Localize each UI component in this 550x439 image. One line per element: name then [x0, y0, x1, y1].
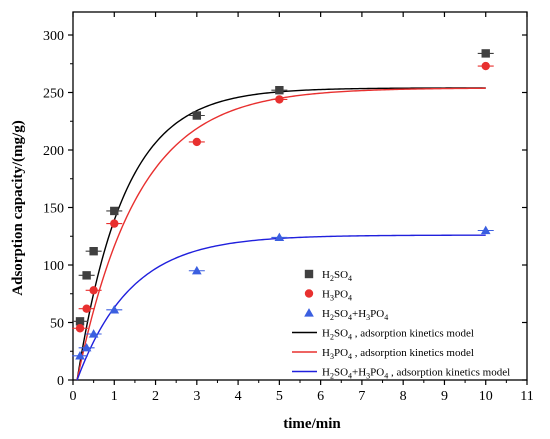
x-tick-label: 7: [358, 389, 365, 404]
legend-subscript: 2: [330, 313, 334, 322]
legend-text-part: SO: [334, 269, 348, 281]
legend-subscript: 4: [384, 313, 388, 322]
data-point: [75, 351, 85, 360]
legend-label: H2SO4+H3PO4 , adsorption kinetics model: [322, 367, 510, 381]
legend-text-part: H: [322, 347, 330, 359]
data-point: [191, 265, 202, 275]
data-point: [274, 232, 285, 242]
legend-text-part: SO: [334, 328, 348, 340]
legend-subscript: 4: [348, 372, 352, 381]
legend-subscript: 2: [330, 333, 334, 342]
data-point: [192, 137, 202, 147]
x-tick-label: 11: [520, 389, 533, 404]
legend-text-part: PO: [334, 347, 348, 359]
data-point: [75, 324, 85, 333]
data-point: [82, 271, 91, 280]
data-point: [275, 95, 284, 104]
legend-subscript: 3: [366, 372, 370, 381]
legend-subscript: 4: [384, 372, 388, 381]
legend-subscript: 4: [348, 313, 352, 322]
legend-marker: [304, 289, 314, 298]
legend-text-part: +H: [352, 367, 366, 379]
data-point: [109, 305, 120, 314]
x-tick-label: 9: [441, 389, 448, 404]
legend-label: H2SO4+H3PO4: [322, 308, 388, 322]
x-tick-label: 3: [193, 389, 200, 404]
y-tick-label: 0: [57, 374, 64, 389]
legend-text-part: , adsorption kinetics model: [352, 347, 474, 359]
x-tick-label: 4: [235, 389, 242, 404]
legend-subscript: 4: [348, 333, 352, 342]
data-point: [275, 86, 284, 95]
data-point: [481, 49, 490, 58]
legend-subscript: 4: [348, 274, 352, 283]
plot-frame: [72, 11, 528, 381]
y-axis-title: Adsorption capacity/(mg/g): [10, 120, 26, 295]
legend-text-part: H: [322, 269, 330, 281]
x-tick-label: 6: [317, 389, 324, 404]
x-tick-label: 2: [152, 389, 159, 404]
legend-text-part: PO: [334, 289, 348, 301]
legend-text-part: H: [322, 367, 330, 379]
legend-label: H2SO4: [322, 269, 352, 283]
x-tick-label: 5: [276, 389, 283, 404]
data-point: [82, 304, 91, 313]
legend-text-part: , adsorption kinetics model: [352, 328, 474, 340]
legend-marker: [304, 269, 314, 279]
data-point: [110, 219, 119, 228]
legend-text-part: , adsorption kinetics model: [388, 367, 510, 379]
data-point: [89, 247, 98, 256]
legend-subscript: 3: [330, 294, 334, 303]
legend-text-part: SO: [334, 308, 348, 320]
legend-subscript: 2: [330, 372, 334, 381]
data-point: [480, 225, 491, 235]
legend-subscript: 3: [330, 352, 334, 361]
legend-text-part: H: [322, 328, 330, 340]
legend-label: H3PO4: [322, 289, 352, 303]
y-tick-label: 100: [43, 259, 64, 274]
legend-label: H2SO4 , adsorption kinetics model: [322, 328, 474, 342]
y-tick-label: 50: [50, 317, 64, 332]
y-tick-label: 150: [43, 202, 64, 217]
y-tick-label: 200: [43, 144, 64, 159]
data-point: [192, 111, 202, 120]
data-point: [110, 206, 119, 216]
legend-text-part: PO: [370, 308, 384, 320]
x-axis-title: time/min: [283, 416, 341, 432]
data-point: [89, 286, 98, 295]
data-point: [81, 342, 92, 352]
x-tick-label: 0: [70, 389, 77, 404]
data-point: [75, 317, 85, 326]
x-tick-label: 8: [400, 389, 407, 404]
legend-subscript: 4: [348, 352, 352, 361]
legend-text-part: H: [322, 308, 330, 320]
data-point: [88, 329, 99, 338]
legend-text-part: SO: [334, 367, 348, 379]
legend-text-part: H: [322, 289, 330, 301]
y-tick-label: 300: [43, 29, 64, 44]
legend-marker: [304, 308, 314, 317]
legend-text-part: PO: [370, 367, 384, 379]
data-point: [481, 61, 490, 71]
y-tick-label: 250: [43, 87, 64, 102]
legend-label: H3PO4 , adsorption kinetics model: [322, 347, 474, 361]
legend-subscript: 4: [348, 294, 352, 303]
legend-subscript: 3: [366, 313, 370, 322]
data-points: [72, 49, 494, 360]
x-tick-label: 1: [111, 389, 118, 404]
axes: 0 1 2 3 4 5 6 7 8 9 10 11 0 50 100 150 200 250 300: [43, 11, 534, 404]
legend-subscript: 2: [330, 274, 334, 283]
legend-text-part: +H: [352, 308, 366, 320]
x-tick-label: 10: [479, 389, 493, 404]
